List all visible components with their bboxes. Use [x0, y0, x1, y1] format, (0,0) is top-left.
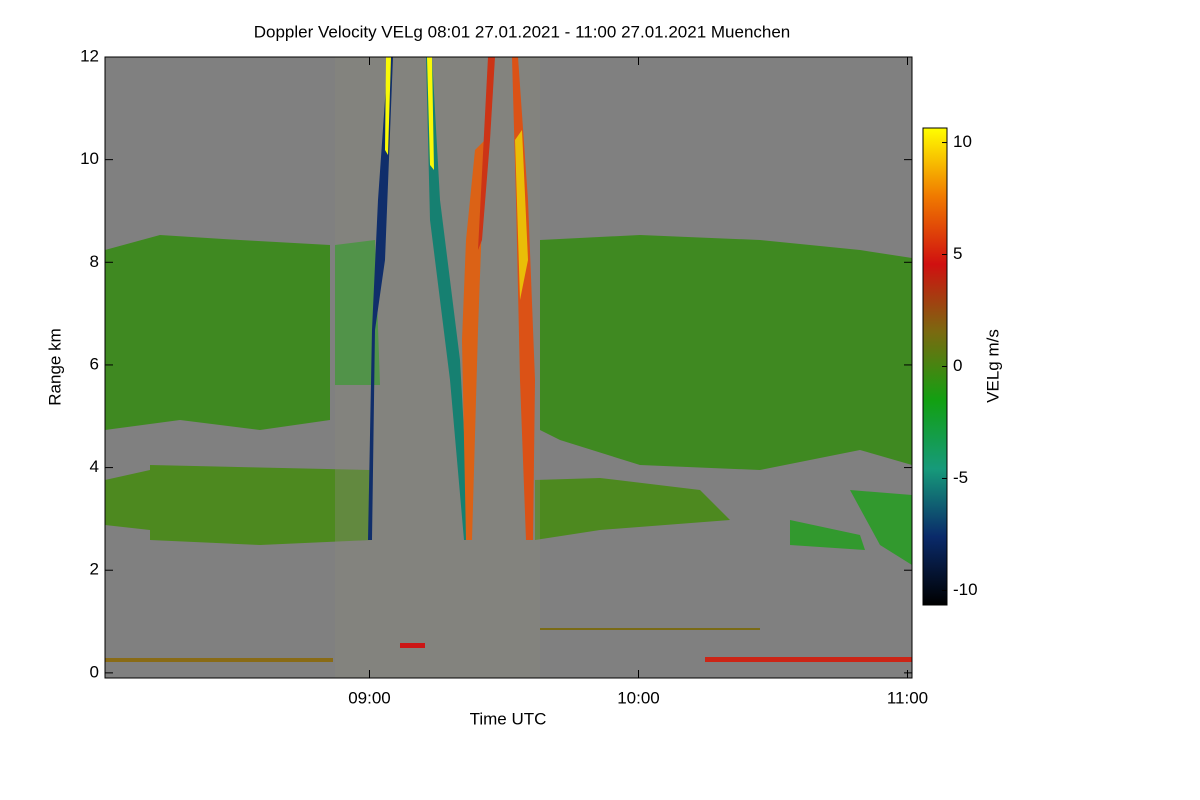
noise-region [335, 57, 540, 678]
echo-region [150, 465, 372, 545]
ground-echo [540, 628, 760, 630]
x-tick-label: 10:00 [617, 688, 660, 707]
echo-region [535, 478, 730, 540]
y-tick-label: 4 [90, 457, 99, 476]
colorbar-tick-label: 10 [953, 132, 972, 151]
field [105, 57, 912, 678]
colorbar-tick-label: -10 [953, 580, 978, 599]
echo-region [335, 240, 380, 385]
x-tick-label: 09:00 [348, 688, 391, 707]
colorbar-label: VELg m/s [983, 329, 1002, 403]
streak [368, 57, 393, 540]
y-tick-label: 2 [90, 560, 99, 579]
ground-echo [105, 658, 333, 662]
echo-region [790, 490, 912, 565]
y-tick-label: 6 [90, 354, 99, 373]
x-axis-label: Time UTC [470, 709, 547, 728]
plot-frame [104, 56, 913, 679]
streak [478, 57, 495, 250]
streak [385, 57, 434, 170]
ground-echo [400, 643, 425, 648]
colorbar-tick-label: 0 [953, 356, 962, 375]
x-tick-label: 11:00 [887, 688, 928, 707]
y-tick-label: 8 [90, 252, 99, 271]
streak [426, 57, 470, 540]
chart-title: Doppler Velocity VELg 08:01 27.01.2021 -… [254, 22, 791, 41]
y-tick-label: 10 [80, 149, 99, 168]
colorbar-tick-label: 5 [953, 244, 962, 263]
y-tick-label: 12 [80, 46, 99, 65]
echo-region [540, 235, 912, 470]
streak [515, 130, 528, 300]
y-tick-label: 0 [90, 662, 99, 681]
echo-region [105, 235, 330, 430]
colorbar-tick-label: -5 [953, 468, 968, 487]
ground-echo [705, 657, 912, 662]
y-axis-label: Range km [45, 328, 64, 405]
echo-region [105, 470, 150, 530]
